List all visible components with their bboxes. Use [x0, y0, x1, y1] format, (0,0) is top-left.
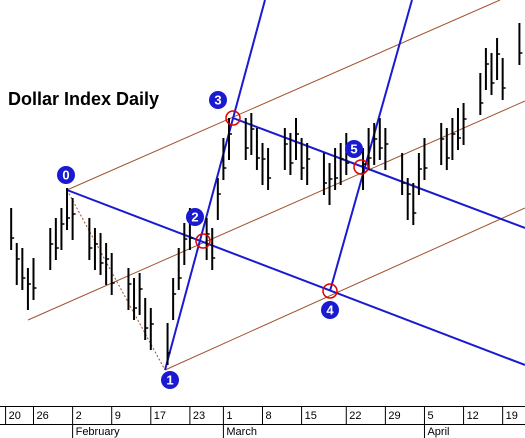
intersections [195, 110, 369, 299]
month-label: April [427, 426, 449, 438]
x-tick-label: 5 [427, 410, 433, 422]
pivot-label: 5 [350, 141, 357, 156]
intersection [195, 233, 211, 249]
x-tick-label: 26 [37, 410, 49, 422]
upper-parallel [66, 0, 501, 191]
pivot-marker [57, 166, 75, 184]
month-label: February [76, 426, 121, 438]
price-bars [10, 23, 523, 365]
pivot-marker [186, 208, 204, 226]
chart-title: Dollar Index Daily [8, 89, 159, 109]
pivot-label: 1 [166, 372, 173, 387]
x-tick-label: 23 [193, 410, 205, 422]
x-tick-label: 20 [9, 410, 21, 422]
trend-line [329, 0, 413, 292]
pivot-marker [345, 140, 363, 158]
intersection [322, 283, 338, 299]
month-label: March [226, 426, 257, 438]
pivot-label: 3 [214, 92, 221, 107]
trend-line [66, 189, 525, 366]
x-tick-label: 15 [305, 410, 317, 422]
x-tick-label: 9 [115, 410, 121, 422]
trend-line [232, 117, 525, 229]
intersection [225, 110, 241, 126]
pitchfork [27, 0, 525, 371]
x-tick-label: 22 [349, 410, 361, 422]
x-tick-label: 1 [226, 410, 232, 422]
x-tick-label: 17 [154, 410, 166, 422]
x-tick-label: 2 [76, 410, 82, 422]
pivot-marker [209, 91, 227, 109]
pivot-label: 4 [326, 302, 334, 317]
trend-line [164, 0, 266, 371]
pivot-labels: 0 1 2 3 4 5 [57, 91, 363, 389]
pivot-label: 0 [62, 167, 69, 182]
x-tick-label: 8 [266, 410, 272, 422]
pivot-label: 2 [191, 209, 198, 224]
x-tick-label: 12 [467, 410, 479, 422]
lower-parallel [164, 207, 525, 371]
x-tick-label: 29 [388, 410, 400, 422]
intersection [353, 159, 369, 175]
pivot-marker [161, 371, 179, 389]
pivot-marker [321, 301, 339, 319]
x-tick-label: 19 [506, 410, 518, 422]
